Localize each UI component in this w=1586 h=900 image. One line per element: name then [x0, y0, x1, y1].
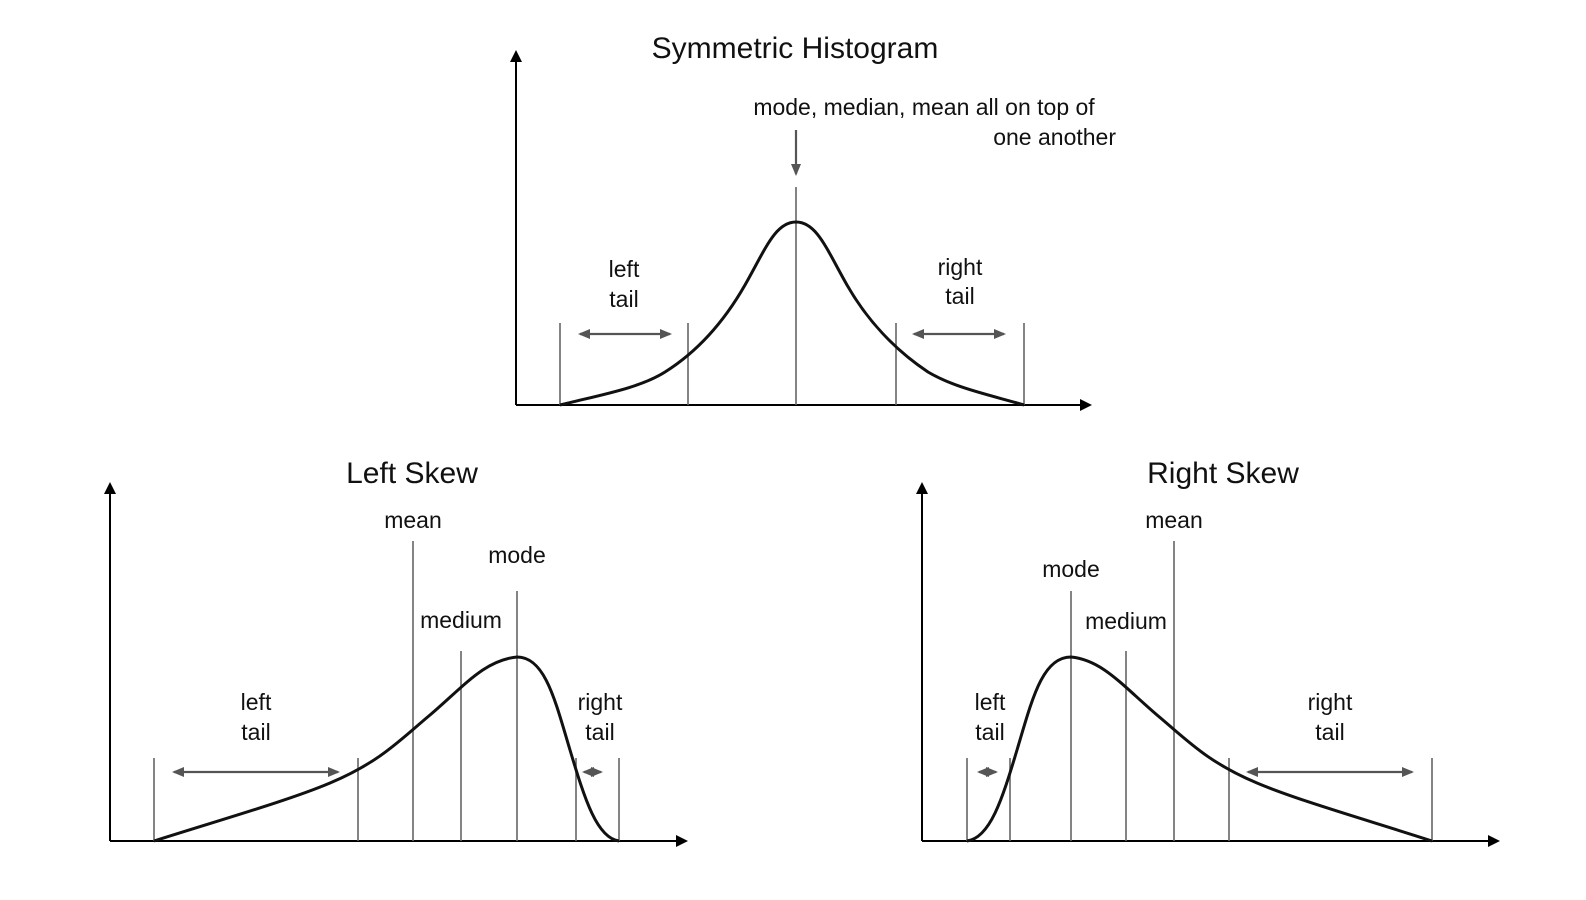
right-skew-right-tail-label-line1: right — [1308, 689, 1353, 715]
right-skew-median-label: medium — [1085, 608, 1167, 634]
symmetric-left-tail-label-line1: left — [609, 256, 640, 282]
left-skew-left-tail-label-line2: tail — [241, 719, 270, 745]
left-skew-panel: Left Skew mean mode medium left tail rig… — [104, 457, 688, 847]
right-skew-curve — [966, 655, 1433, 843]
symmetric-curve — [559, 220, 1025, 407]
left-skew-title: Left Skew — [346, 457, 478, 490]
left-skew-median-label: medium — [420, 607, 502, 633]
left-skew-right-tail-label-line2: tail — [585, 719, 614, 745]
right-skew-title: Right Skew — [1147, 457, 1299, 490]
symmetric-right-tail-label-line2: tail — [945, 283, 974, 309]
left-skew-mean-label: mean — [384, 507, 442, 533]
right-skew-panel: Right Skew mean mode medium left tail ri… — [916, 457, 1500, 847]
symmetric-left-tail-label-line2: tail — [609, 286, 638, 312]
left-skew-curve — [153, 655, 620, 843]
symmetric-histogram-panel: Symmetric Histogram mode, median, mean a… — [510, 32, 1116, 411]
right-skew-left-tail-label-line1: left — [975, 689, 1006, 715]
symmetric-right-tail-label-line1: right — [938, 254, 983, 280]
right-skew-left-tail-label-line2: tail — [975, 719, 1004, 745]
left-skew-mode-label: mode — [488, 542, 546, 568]
right-skew-mean-label: mean — [1145, 507, 1203, 533]
right-skew-mode-label: mode — [1042, 556, 1100, 582]
symmetric-center-note-line2: one another — [993, 124, 1116, 150]
symmetric-title: Symmetric Histogram — [652, 32, 939, 65]
symmetric-center-note-line1: mode, median, mean all on top of — [753, 94, 1095, 120]
right-skew-right-tail-label-line2: tail — [1315, 719, 1344, 745]
left-skew-right-tail-label-line1: right — [578, 689, 623, 715]
left-skew-left-tail-label-line1: left — [241, 689, 272, 715]
